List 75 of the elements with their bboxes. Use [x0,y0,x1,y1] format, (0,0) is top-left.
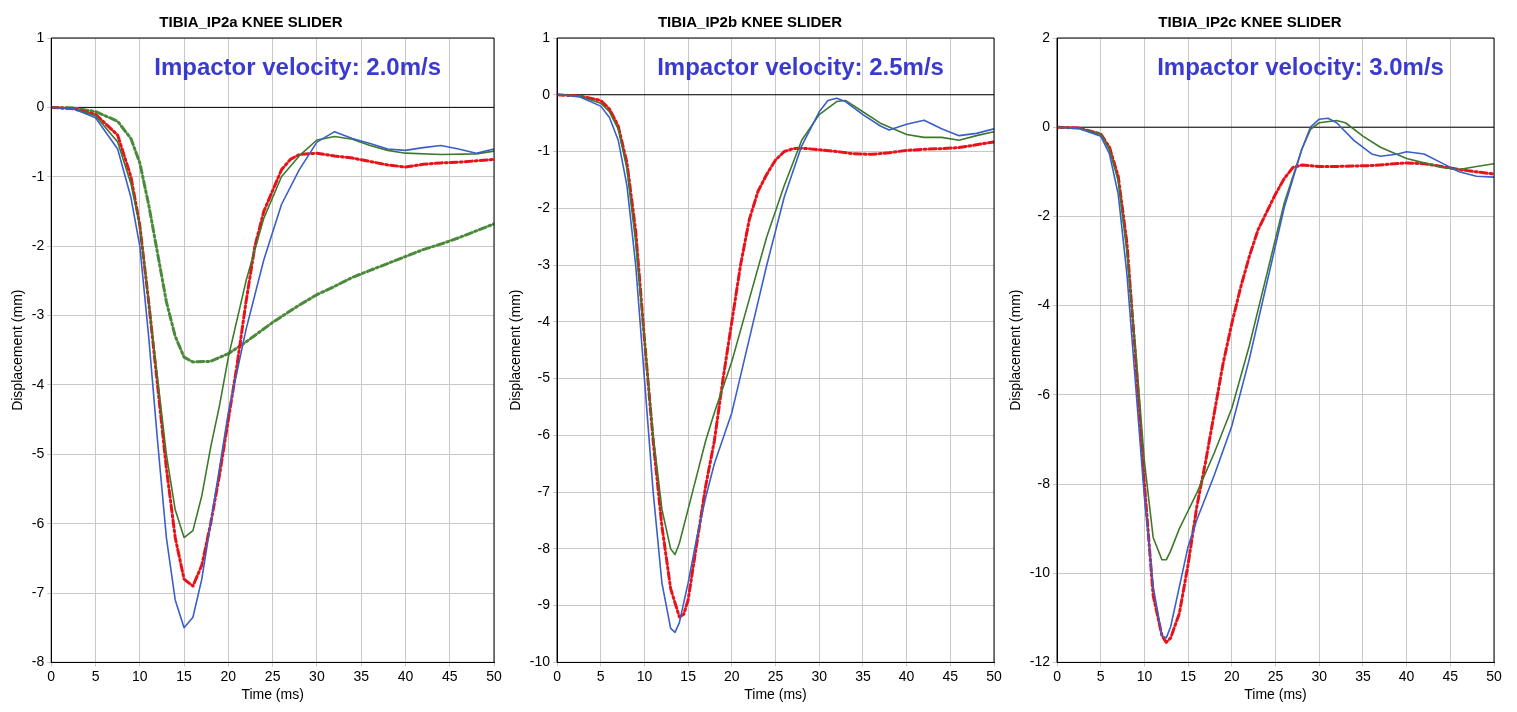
annotation: Impactor velocity: 3.0m/s [1157,52,1444,80]
y-tick-label: 0 [1042,118,1051,135]
x-tick-label: 30 [1311,667,1328,684]
x-tick-label: 35 [1355,667,1371,684]
x-tick-label: 5 [91,667,100,684]
x-tick-label: 10 [1136,667,1153,684]
y-tick-label: -3 [537,255,551,272]
x-tick-label: 35 [855,667,871,684]
y-tick-label: -6 [1037,385,1051,402]
y-axis-title: Displacement (mm) [1007,289,1024,411]
y-tick-label: 2 [1042,28,1051,45]
x-tick-label: 0 [47,667,56,684]
y-tick-label: -1 [537,142,551,159]
chart-title: TIBIA_IP2a KNEE SLIDER [159,13,343,31]
y-tick-label: -8 [537,539,551,556]
y-tick-label: -10 [1029,564,1051,581]
x-tick-label: 15 [1180,667,1197,684]
y-tick-label: -7 [537,482,551,499]
x-tick-label: 15 [176,667,193,684]
x-tick-label: 20 [724,667,740,684]
y-tick-label: -4 [537,312,551,329]
y-tick-label: -12 [1029,653,1051,670]
x-tick-label: 45 [441,667,458,684]
x-tick-label: 40 [397,667,414,684]
y-tick-label: 0 [36,98,45,115]
y-tick-label: 1 [542,28,551,45]
annotation: Impactor velocity: 2.0m/s [154,52,442,80]
x-tick-label: 50 [1486,667,1502,684]
y-tick-label: -9 [537,596,551,613]
chart-title: TIBIA_IP2c KNEE SLIDER [1158,13,1342,31]
x-tick-label: 30 [309,667,325,684]
x-tick-label: 50 [986,667,1002,684]
x-tick-label: 45 [942,667,959,684]
x-tick-label: 25 [1267,667,1284,684]
y-axis-title: Displacement (mm) [507,289,524,411]
y-tick-label: -4 [31,375,45,392]
x-tick-label: 5 [596,667,605,684]
x-tick-label: 45 [1442,667,1459,684]
x-tick-label: 15 [680,667,697,684]
x-tick-label: 25 [264,667,281,684]
y-tick-label: -8 [1037,474,1051,491]
annotation: Impactor velocity: 2.5m/s [657,52,944,80]
y-tick-label: -2 [537,199,551,216]
x-tick-label: 30 [811,667,828,684]
y-tick-label: -6 [31,514,45,531]
x-tick-label: 50 [486,667,502,684]
x-tick-label: 10 [636,667,653,684]
y-tick-label: -1 [31,167,45,184]
x-tick-label: 40 [898,667,915,684]
y-tick-label: -5 [31,445,45,462]
x-tick-label: 20 [1224,667,1240,684]
x-axis-title: Time (ms) [744,686,807,703]
x-tick-label: 0 [553,667,562,684]
x-tick-label: 25 [767,667,784,684]
y-tick-label: -10 [529,653,551,670]
y-tick-label: -3 [31,306,45,323]
y-tick-label: -2 [31,236,45,253]
x-axis-title: Time (ms) [1244,686,1307,703]
x-tick-label: 35 [353,667,370,684]
y-tick-label: -5 [537,369,551,386]
x-tick-label: 40 [1398,667,1415,684]
x-tick-label: 20 [220,667,237,684]
chart-title: TIBIA_IP2b KNEE SLIDER [657,13,843,31]
x-axis-title: Time (ms) [241,686,304,703]
x-tick-label: 10 [132,667,148,684]
x-tick-label: 0 [1053,667,1062,684]
y-tick-label: -4 [1037,296,1051,313]
y-tick-label: 1 [36,28,45,45]
x-tick-label: 5 [1096,667,1105,684]
y-tick-label: -7 [31,583,45,600]
y-tick-label: -2 [1037,207,1051,224]
y-tick-label: -8 [31,653,45,670]
y-tick-label: 0 [542,85,551,102]
y-tick-label: -6 [537,426,551,443]
y-axis-title: Displacement (mm) [9,289,26,411]
